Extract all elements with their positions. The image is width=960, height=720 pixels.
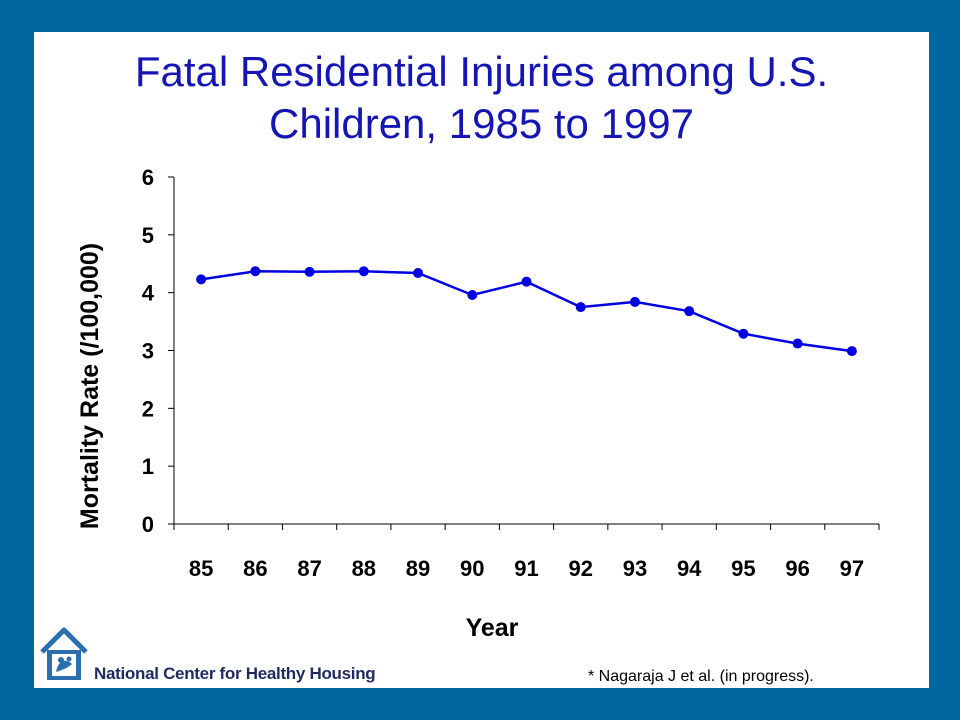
chart-title-line-1: Fatal Residential Injuries among U.S. [134, 48, 829, 95]
y-axis-ticks: 0 1 2 3 4 5 6 [142, 165, 174, 537]
y-tick-label: 3 [142, 339, 154, 364]
x-tick-label: 87 [297, 556, 321, 581]
x-tick-label: 85 [189, 556, 213, 581]
data-point [846, 346, 857, 357]
x-axis-ticks: 85 86 87 88 89 90 91 92 93 94 95 96 97 [173, 524, 880, 581]
line-chart: 0 1 2 3 4 5 6 85 86 87 88 89 90 91 92 93 94 95 96 97 Morta… [76, 165, 880, 642]
data-point [358, 266, 369, 277]
footnote: * Nagaraja J et al. (in progress). [588, 668, 814, 685]
data-point [196, 274, 207, 285]
x-tick-label: 97 [840, 556, 864, 581]
x-tick-label: 94 [677, 556, 702, 581]
data-point [250, 266, 261, 277]
data-point [304, 266, 315, 277]
house-icon [40, 627, 88, 680]
chart-title-line-2: Children, 1985 to 1997 [269, 100, 694, 147]
y-tick-label: 4 [142, 281, 155, 306]
data-point [413, 268, 424, 279]
x-tick-label: 95 [731, 556, 755, 581]
y-tick-label: 6 [142, 165, 154, 190]
x-tick-label: 91 [514, 556, 538, 581]
data-point [629, 296, 640, 307]
x-tick-label: 86 [243, 556, 267, 581]
x-tick-label: 89 [406, 556, 430, 581]
data-point [521, 276, 532, 287]
y-axis-title: Mortality Rate (/100,000) [76, 243, 104, 529]
x-tick-label: 96 [785, 556, 809, 581]
x-tick-label: 88 [352, 556, 376, 581]
y-tick-label: 0 [142, 512, 154, 537]
x-tick-label: 93 [623, 556, 647, 581]
slide: Fatal Residential Injuries among U.S. Ch… [34, 32, 929, 688]
logo-text: National Center for Healthy Housing [94, 664, 376, 683]
series-group [196, 266, 857, 357]
chart-axes [173, 177, 879, 525]
chart-title: Fatal Residential Injuries among U.S. Ch… [34, 46, 929, 150]
x-tick-label: 90 [460, 556, 484, 581]
y-tick-label: 5 [142, 223, 154, 248]
data-point [684, 306, 695, 317]
x-tick-label: 92 [568, 556, 592, 581]
y-tick-label: 1 [142, 454, 154, 479]
data-point [792, 338, 803, 349]
x-axis-title: Year [466, 614, 519, 642]
data-point [738, 328, 749, 339]
y-tick-label: 2 [142, 396, 154, 421]
data-point [467, 289, 478, 300]
data-point [575, 302, 586, 313]
logo: National Center for Healthy Housing [36, 624, 396, 688]
